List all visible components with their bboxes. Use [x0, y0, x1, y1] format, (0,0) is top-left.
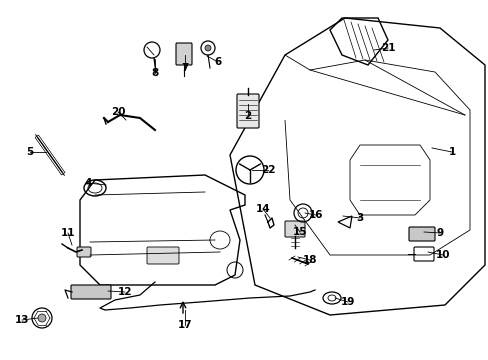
- Text: 7: 7: [181, 63, 188, 73]
- Text: 1: 1: [447, 147, 455, 157]
- Text: 2: 2: [244, 111, 251, 121]
- Text: 22: 22: [260, 165, 275, 175]
- Text: 13: 13: [15, 315, 29, 325]
- Circle shape: [38, 314, 46, 322]
- FancyBboxPatch shape: [285, 221, 305, 237]
- Text: 3: 3: [356, 213, 363, 223]
- Text: 10: 10: [435, 250, 449, 260]
- FancyBboxPatch shape: [147, 247, 179, 264]
- Text: 8: 8: [151, 68, 158, 78]
- Text: 11: 11: [61, 228, 75, 238]
- Text: 9: 9: [436, 228, 443, 238]
- Text: 17: 17: [177, 320, 192, 330]
- Text: 15: 15: [292, 227, 306, 237]
- Text: 18: 18: [302, 255, 317, 265]
- Text: 5: 5: [26, 147, 34, 157]
- Text: 4: 4: [84, 178, 92, 188]
- Text: 19: 19: [340, 297, 354, 307]
- FancyBboxPatch shape: [176, 43, 192, 65]
- Text: 14: 14: [255, 204, 270, 214]
- Text: 20: 20: [110, 107, 125, 117]
- Circle shape: [204, 45, 210, 51]
- FancyBboxPatch shape: [408, 227, 434, 241]
- Text: 12: 12: [118, 287, 132, 297]
- FancyBboxPatch shape: [237, 94, 259, 128]
- FancyBboxPatch shape: [77, 247, 91, 257]
- Text: 16: 16: [308, 210, 323, 220]
- Text: 6: 6: [214, 57, 221, 67]
- FancyBboxPatch shape: [71, 285, 111, 299]
- Text: 21: 21: [380, 43, 394, 53]
